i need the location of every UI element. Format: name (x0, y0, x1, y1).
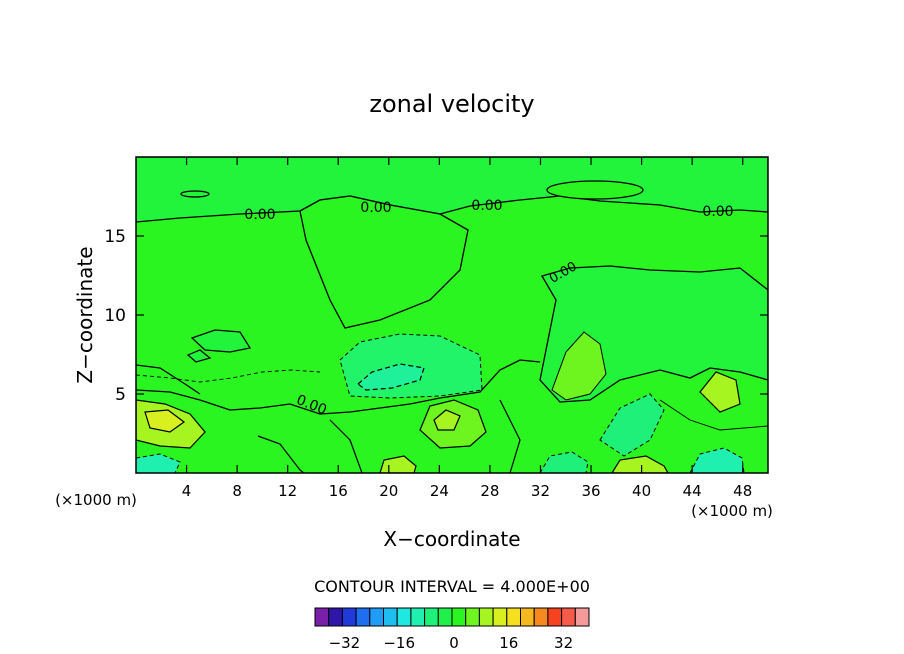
thin-contour-right (659, 399, 768, 431)
zero-contour-main (299, 195, 469, 329)
y-tick-label: 15 (104, 227, 126, 247)
top-right-loop (546, 180, 644, 200)
contour-field (136, 157, 768, 473)
x-tick-label: 8 (232, 482, 242, 500)
contour-label: 0.00 (244, 207, 275, 223)
colorbar-swatch (451, 607, 467, 627)
colorbar-swatch (533, 607, 549, 627)
contour-label: 0.00 (702, 204, 733, 220)
bottom-mid-core (433, 409, 461, 431)
x-tick-label: 44 (683, 482, 702, 500)
colorbar-swatch (314, 607, 330, 627)
bottom-left-core (144, 409, 186, 433)
colorbar-swatch (355, 607, 371, 627)
x-tick-label: 12 (278, 482, 297, 500)
x-tick-label: 32 (531, 482, 550, 500)
x-tick-label: 48 (733, 482, 752, 500)
colorbar-swatch (547, 607, 563, 627)
y-tick-label: 5 (115, 385, 126, 405)
x-tick-label: 16 (329, 482, 348, 500)
colorbar-swatch (396, 607, 412, 627)
colorbar-tick-label: 32 (554, 634, 573, 652)
left-negative-patch-2 (186, 349, 212, 363)
colorbar-swatch (574, 607, 590, 627)
lower-contour-3 (257, 435, 305, 473)
x-tick-label: 4 (182, 482, 192, 500)
x-axis-ticks: 4 8 12 16 20 24 28 32 36 40 44 48 (182, 157, 752, 500)
colorbar-swatch (369, 607, 384, 627)
bottom-right-positive (611, 455, 669, 473)
y-axis-ticks: 5 10 15 (104, 227, 768, 405)
contour-interval-label: CONTOUR INTERVAL = 4.000E+00 (314, 577, 590, 596)
x-unit-label-left: (×1000 m) (55, 491, 137, 509)
colorbar-swatch (561, 607, 576, 627)
colorbar-swatch (328, 607, 343, 627)
lower-zero-contour (136, 359, 541, 415)
thin-dashed-left (136, 369, 321, 383)
small-loop (180, 190, 210, 198)
colorbar-tick-label: 16 (499, 634, 518, 652)
right-positive-lobe (551, 331, 607, 401)
chart-title: zonal velocity (369, 90, 534, 118)
colorbar-swatch (465, 607, 480, 627)
negative-core (357, 363, 425, 391)
colorbar (314, 607, 590, 627)
right-positive-blob (699, 371, 741, 413)
colorbar-tick-labels: −32 −16 0 16 32 (329, 634, 574, 652)
colorbar-tick-label: 0 (449, 634, 459, 652)
lower-contour-5 (499, 399, 521, 473)
right-negative-lobe (599, 393, 665, 457)
colorbar-swatch (383, 607, 398, 627)
colorbar-swatch (410, 607, 426, 627)
x-tick-label: 40 (632, 482, 651, 500)
x-tick-label: 20 (379, 482, 398, 500)
bottom-right-negative (689, 447, 745, 473)
y-tick-label: 10 (104, 306, 126, 326)
lower-contour-4 (329, 419, 363, 473)
colorbar-swatch (492, 607, 508, 627)
bottom-mid-negative (539, 451, 589, 473)
contour-label: 0.00 (471, 198, 502, 214)
colorbar-swatch (424, 607, 439, 627)
colorbar-swatch (341, 607, 357, 627)
colorbar-swatch (520, 607, 535, 627)
colorbar-tick-label: −16 (383, 634, 415, 652)
y-axis-label: Z−coordinate (73, 246, 97, 383)
left-negative-patch (190, 329, 251, 353)
x-unit-label-right: (×1000 m) (691, 502, 773, 520)
x-tick-label: 36 (581, 482, 600, 500)
contour-label: 0.00 (360, 200, 391, 216)
colorbar-swatch (478, 607, 494, 627)
bottom-negative-left (136, 453, 181, 473)
x-tick-label: 24 (430, 482, 449, 500)
colorbar-tick-label: −32 (329, 634, 361, 652)
colorbar-swatch (506, 607, 521, 627)
x-tick-label: 28 (480, 482, 499, 500)
colorbar-swatch (437, 607, 453, 627)
x-axis-label: X−coordinate (383, 527, 520, 551)
lower-contour-2 (136, 364, 201, 395)
